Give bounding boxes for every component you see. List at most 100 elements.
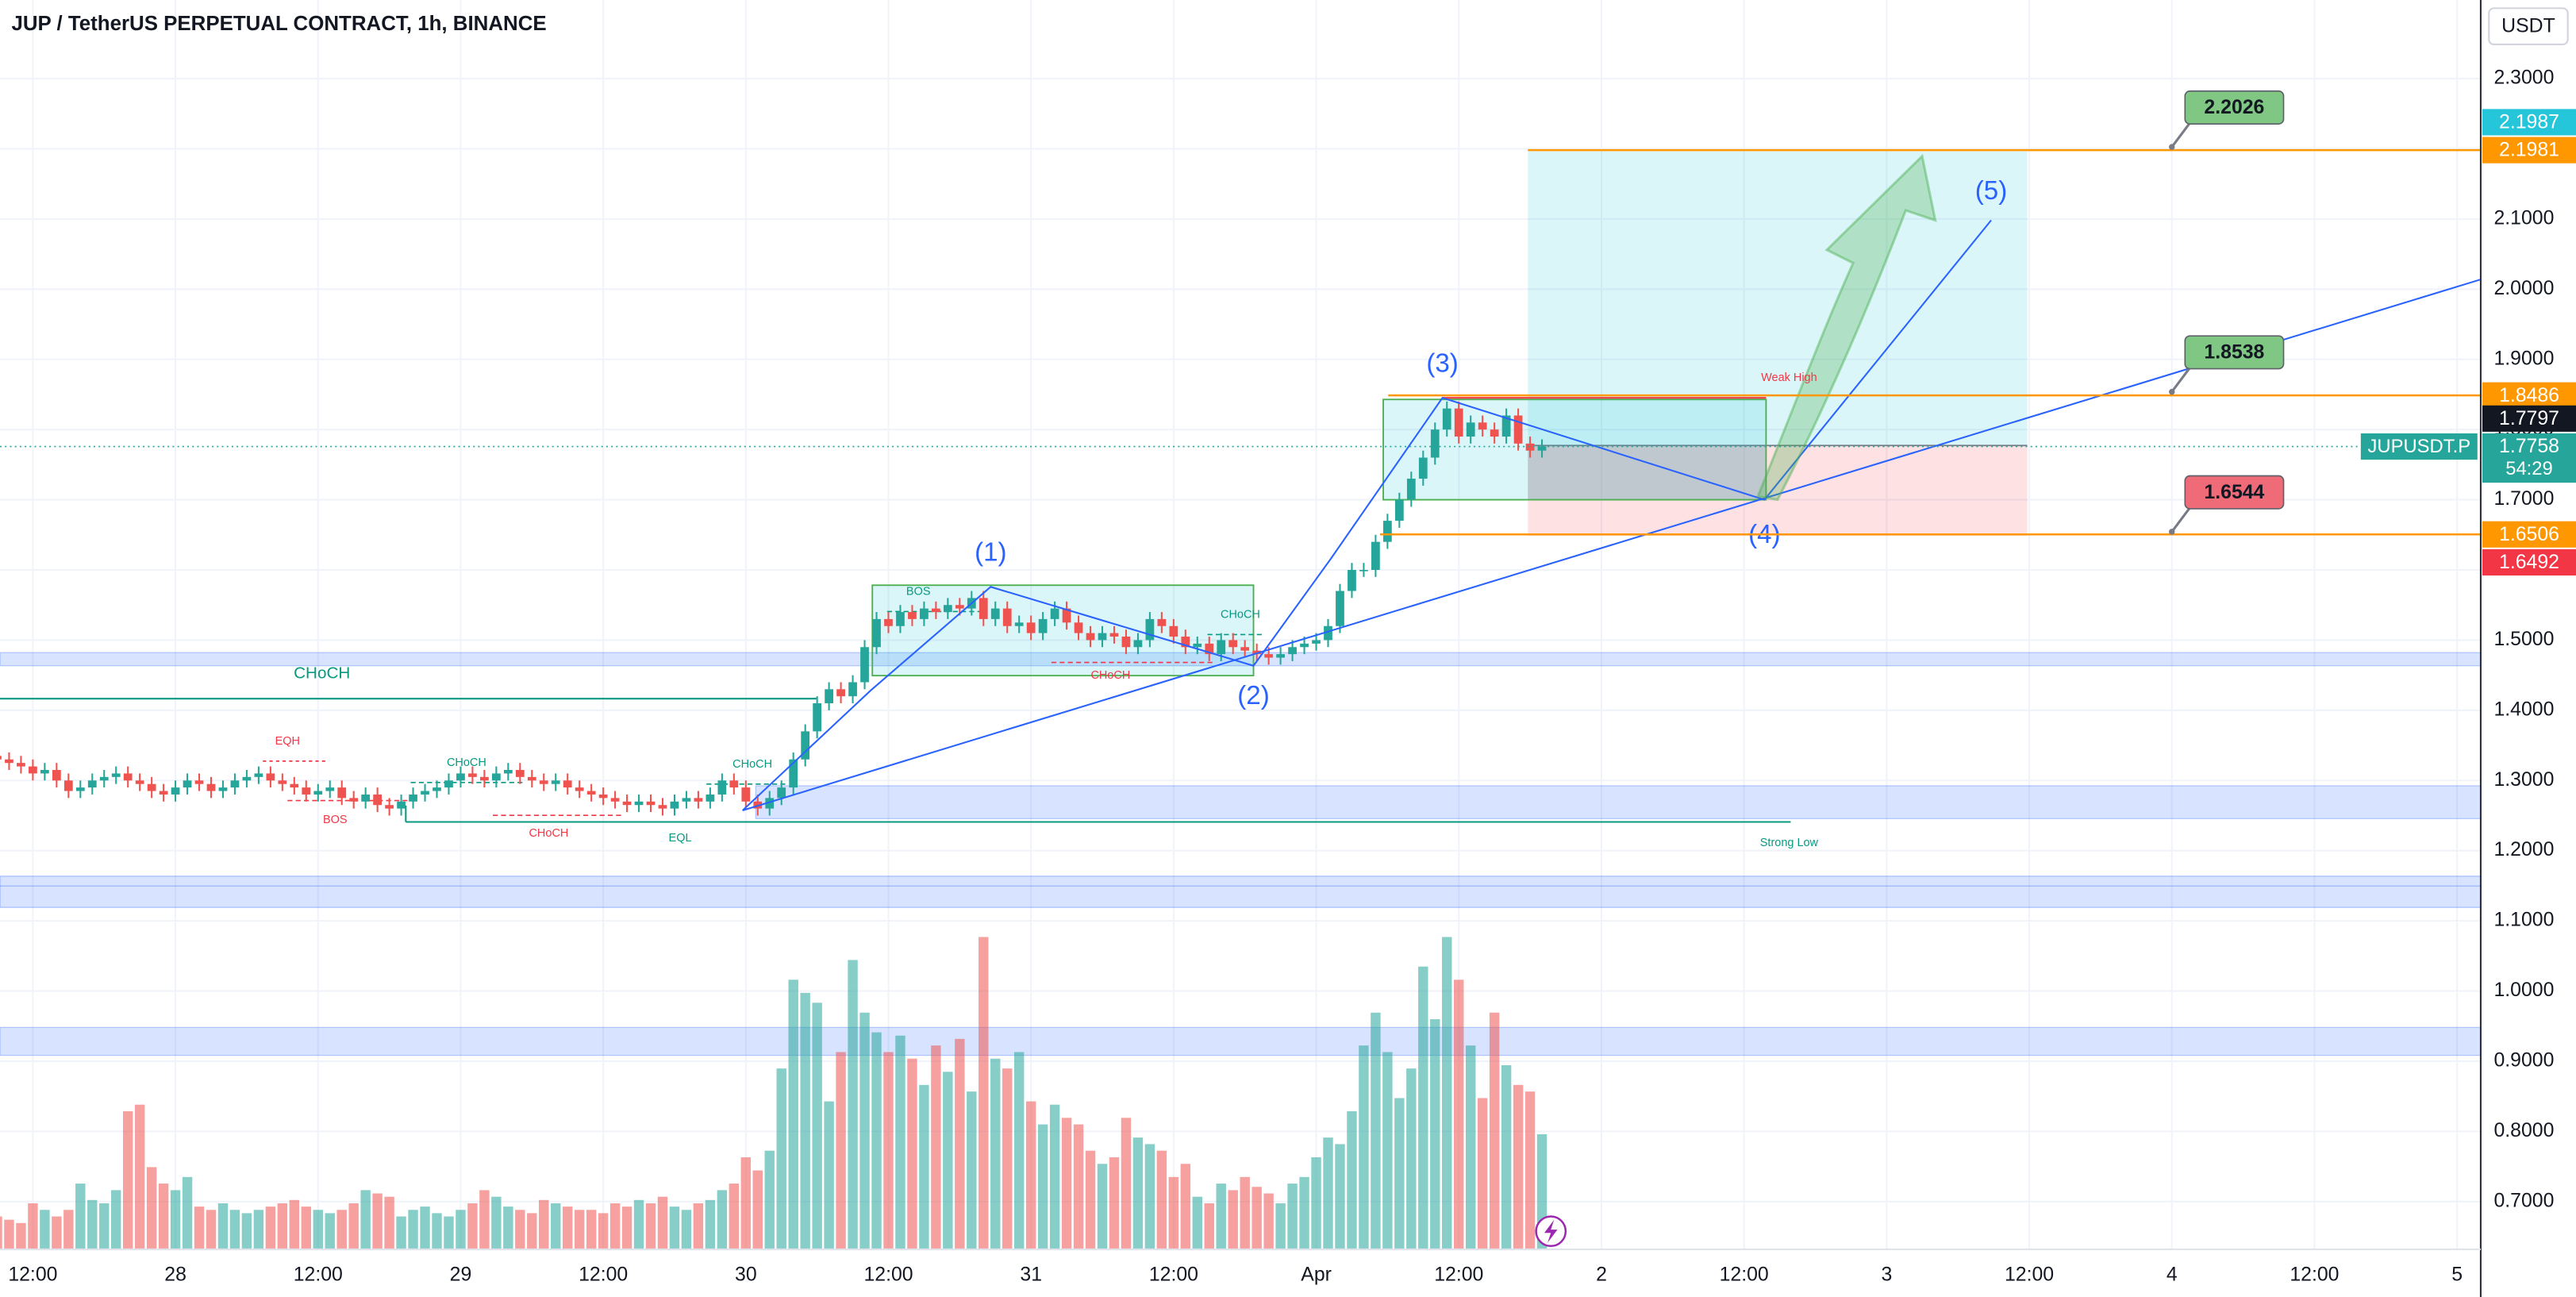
volume-bar [574,1210,585,1249]
y-tick-label: 0.9000 [2493,1050,2554,1072]
x-tick-label: 5 [2451,1264,2463,1286]
volume-bar [1240,1176,1250,1249]
volume-bar [1382,1052,1393,1249]
x-tick-label: 12:00 [579,1264,628,1286]
candle-body [99,776,109,781]
volume-bar [1097,1164,1108,1249]
candle-body [52,770,61,781]
volume-bar [28,1203,38,1249]
target-zone [1528,151,2028,446]
volume-bar [277,1203,288,1249]
volume-bar [609,1203,621,1249]
volume-bar [586,1210,597,1249]
candle-body [0,756,2,760]
candle-body [290,783,299,788]
volume-bar [1359,1045,1369,1249]
volume-bar [705,1199,716,1249]
candle-body [563,780,572,788]
volume-bar [1228,1190,1238,1249]
price-axis [2480,0,2576,1297]
volume-bar [40,1210,50,1249]
wave-line [742,219,1992,811]
annotation: CHoCH [1090,669,1130,682]
x-tick-label: 12:00 [8,1264,57,1286]
candle-body [1050,608,1059,619]
volume-bar [253,1210,264,1249]
price-badge-label: 1.8486 [2499,385,2559,406]
candle-body [1181,637,1190,648]
candle-body [266,773,275,781]
volume-bar [1287,1183,1298,1249]
volume-bar [1204,1203,1214,1249]
volume-bar [919,1084,929,1249]
wave-label: (1) [975,538,1006,568]
price-badge [2482,382,2576,409]
candle-body [1074,622,1083,633]
volume-bar [1192,1196,1203,1249]
chart-title: JUP / TetherUS PERPETUAL CONTRACT, 1h, B… [11,13,546,35]
volume-bar [729,1183,740,1249]
volume-bar [943,1072,953,1249]
candle-body [1062,608,1071,623]
volume-bar [408,1210,418,1249]
candle-body [1442,408,1451,430]
candle-body [646,801,656,806]
candle-body [943,605,952,613]
callout-pointer [2170,364,2193,393]
zone [0,1026,2482,1056]
x-tick-label: 2 [1596,1264,1607,1286]
y-tick-label: 1.1000 [2493,910,2554,931]
x-tick-label: 12:00 [1720,1264,1769,1286]
candle-body [1133,640,1143,648]
candle-body [1217,640,1226,655]
candle-body [1157,618,1167,626]
annotation: CHoCH [529,827,568,840]
volume-bar [1465,1045,1476,1249]
stop-zone [1528,445,2028,537]
volume-bar [134,1104,145,1249]
x-tick-label: 12:00 [2290,1264,2339,1286]
candle-body [325,787,335,791]
volume [0,937,1548,1249]
candle-body [1109,633,1119,637]
volume-bar [812,1003,822,1249]
candle-body [313,791,323,795]
volume-bar [206,1210,217,1249]
volume-bar [99,1203,110,1249]
volume-bar [1037,1124,1048,1249]
volume-bar [313,1210,323,1249]
volume-bar [444,1216,454,1249]
volume-bar [539,1199,549,1249]
currency-button[interactable] [2488,7,2569,45]
candle-body [1193,643,1202,648]
candle-body [634,801,644,806]
volume-bar [360,1190,371,1249]
last-price-badge [2482,433,2576,483]
candle-body [622,801,632,806]
candle-body [206,783,216,791]
candle-body [421,791,429,795]
candle-body [1336,591,1344,626]
candle-body [1228,640,1238,648]
volume-bar [621,1207,632,1249]
volume-bar [1347,1110,1357,1249]
callout-label: 1.8538 [2204,341,2264,363]
volume-bar [170,1190,181,1249]
volume-bar [859,1012,870,1249]
candle-body [729,780,739,788]
candle-body [1418,457,1428,479]
zones [0,652,2482,1056]
volume-bar [1394,1098,1405,1249]
volume-bar [967,1091,977,1249]
y-tick-label: 2.3000 [2493,67,2554,89]
candle-body [87,780,97,788]
candle-body [349,798,359,802]
candle-body [848,682,857,697]
x-tick-label: 4 [2167,1264,2178,1286]
volume-bar [824,1101,834,1249]
y-tick-label: 1.0000 [2493,979,2554,1001]
candle-body [1406,479,1416,500]
volume-bar [241,1213,252,1249]
